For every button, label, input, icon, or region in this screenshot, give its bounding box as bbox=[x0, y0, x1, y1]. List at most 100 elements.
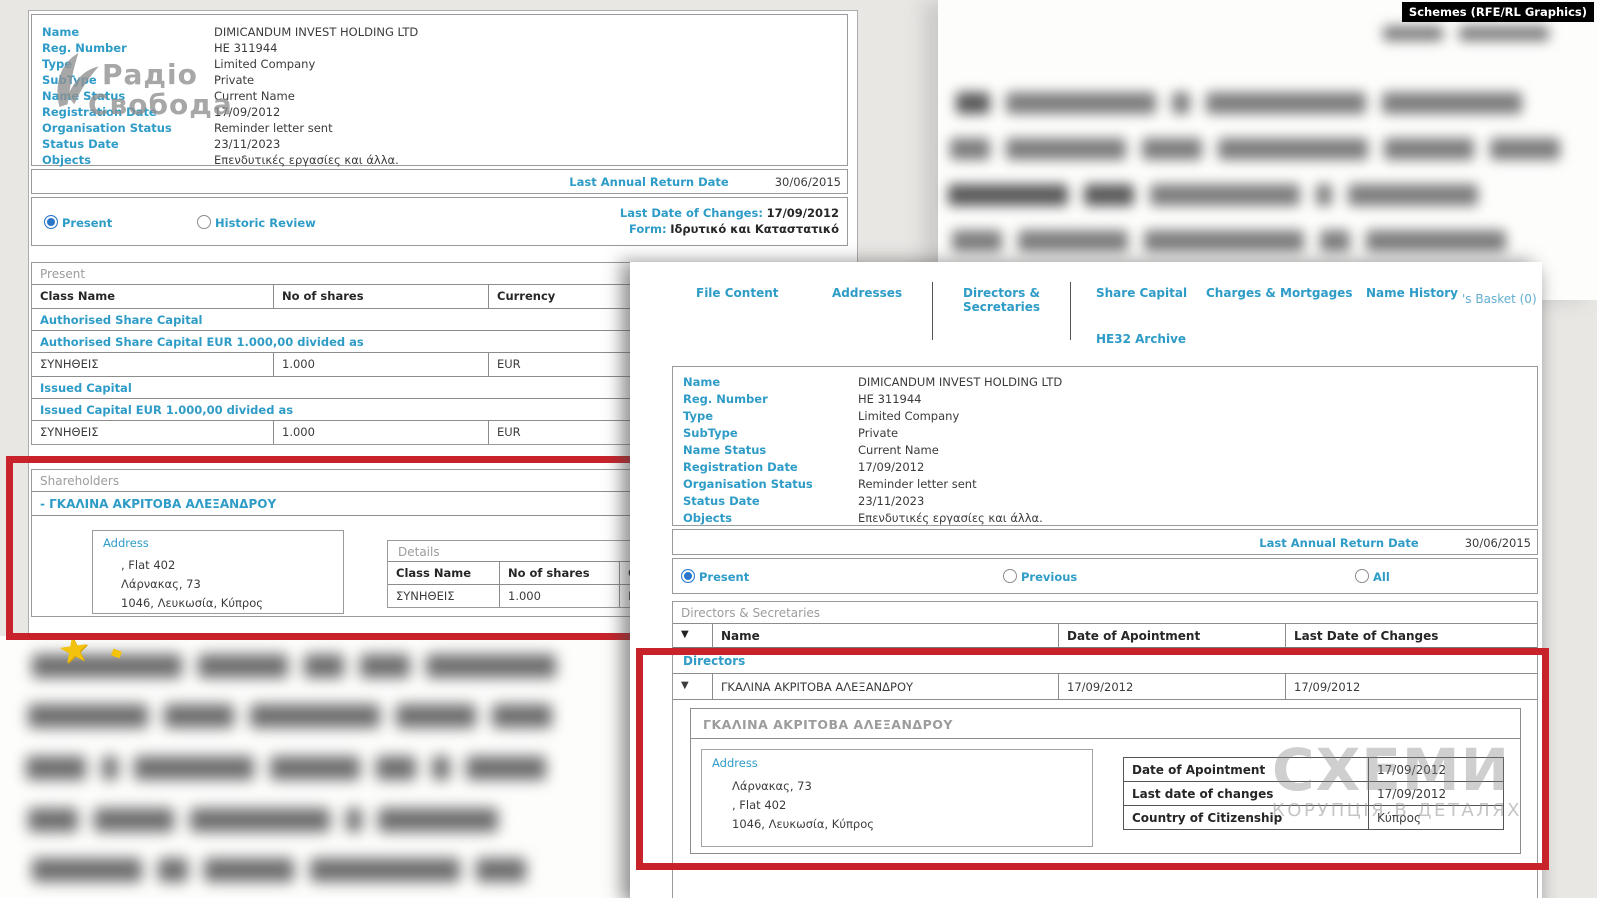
cell-currency: EUR bbox=[497, 357, 521, 371]
field-value: HE 311944 bbox=[858, 392, 922, 406]
detail-label: Last date of changes bbox=[1124, 782, 1369, 805]
detail-row: Country of Citizenship Κύπρος bbox=[1124, 805, 1503, 829]
form-value: Ιδρυτικό και Καταστατικό bbox=[670, 222, 839, 236]
field-row: Registration Date 17/09/2012 bbox=[32, 104, 847, 120]
tab-charges-mortgages[interactable]: Charges & Mortgages bbox=[1206, 286, 1353, 300]
field-value: Current Name bbox=[214, 89, 295, 103]
address-legend: Address bbox=[712, 756, 758, 770]
radio-present[interactable]: Present bbox=[681, 569, 749, 584]
col-header-date-of-apointment: Date of Apointment bbox=[1059, 624, 1286, 647]
tab-directors-secretaries[interactable]: Directors & Secretaries bbox=[962, 286, 1041, 314]
field-row: Organisation Status Reminder letter sent bbox=[673, 476, 1537, 493]
radio-historic-review[interactable]: Historic Review bbox=[197, 215, 316, 230]
field-label: Reg. Number bbox=[683, 392, 768, 406]
registry-document-left: Name DIMICANDUM INVEST HOLDING LTD Reg. N… bbox=[28, 10, 858, 636]
field-row: Objects Επενδυτικές εργασίες και άλλα. bbox=[32, 152, 847, 168]
tab-name-history[interactable]: Name History bbox=[1366, 286, 1458, 300]
group-label-directors: Directors bbox=[673, 648, 1537, 674]
field-label: Objects bbox=[683, 511, 732, 525]
field-label: Objects bbox=[42, 153, 91, 167]
radio-present-control[interactable] bbox=[44, 215, 58, 229]
field-row: Organisation Status Reminder letter sent bbox=[32, 120, 847, 136]
tab-share-capital[interactable]: Share Capital bbox=[1096, 286, 1188, 300]
field-row: SubType Private bbox=[673, 425, 1537, 442]
detail-label: Country of Citizenship bbox=[1124, 806, 1369, 829]
table-row: ΣΥΝΗΘΕΙΣ 1.000 EUR bbox=[32, 420, 847, 444]
field-value: 23/11/2023 bbox=[858, 494, 925, 508]
expand-all-arrow-icon[interactable]: ▼ bbox=[673, 624, 713, 647]
section-label: Authorised Share Capital bbox=[40, 313, 203, 327]
annual-return-row: Last Annual Return Date 30/06/2015 bbox=[31, 169, 848, 194]
field-value: 17/09/2012 bbox=[858, 460, 925, 474]
director-detail-table: Date of Apointment 17/09/2012 Last date … bbox=[1123, 757, 1504, 830]
radio-svoboda-watermark: Радіо Свобода bbox=[46, 46, 276, 126]
radio-previous[interactable]: Previous bbox=[1003, 569, 1077, 584]
view-selector-row: Present Historic Review Last Date of Cha… bbox=[31, 197, 848, 246]
field-row: Objects Επενδυτικές εργασίες και άλλα. bbox=[673, 510, 1537, 527]
radio-present-label: Present bbox=[699, 570, 750, 584]
field-value: Επενδυτικές εργασίες και άλλα. bbox=[858, 511, 1043, 525]
field-label: Type bbox=[683, 409, 714, 423]
field-value: Reminder letter sent bbox=[858, 477, 977, 491]
director-detail-panel: ΓΚΑΛΙΝΑ ΑΚΡΙΤΟΒΑ ΑΛΕΞΑΝΔΡΟΥ Address Λάρν… bbox=[690, 708, 1521, 854]
shareholder-address-box: Address , Flat 402 Λάρνακας, 73 1046, Λε… bbox=[92, 530, 344, 614]
detail-label: Date of Apointment bbox=[1124, 758, 1369, 781]
cell-currency: EUR bbox=[497, 425, 521, 439]
tab-he32-archive[interactable]: HE32 Archive bbox=[1096, 332, 1187, 346]
address-line: 1046, Λευκωσία, Κύπρος bbox=[121, 596, 263, 610]
col-header: No of shares bbox=[500, 562, 620, 584]
section-label: Authorised Share Capital EUR 1.000,00 di… bbox=[40, 335, 364, 349]
background-document-blurred bbox=[0, 636, 656, 898]
field-row: Registration Date 17/09/2012 bbox=[673, 459, 1537, 476]
address-line: 1046, Λευκωσία, Κύπρος bbox=[732, 817, 874, 831]
field-value: HE 311944 bbox=[214, 41, 278, 55]
background-document-blurred bbox=[938, 0, 1597, 300]
details-legend: Details bbox=[398, 545, 440, 559]
form-label: Form: bbox=[629, 222, 667, 236]
field-label: Organisation Status bbox=[42, 121, 172, 135]
field-label: Status Date bbox=[42, 137, 119, 151]
radio-svoboda-bird-icon bbox=[57, 53, 99, 107]
graphics-credit-badge: Schemes (RFE/RL Graphics) bbox=[1401, 2, 1594, 22]
field-row: Name Status Current Name bbox=[673, 442, 1537, 459]
field-row: Type Limited Company bbox=[673, 408, 1537, 425]
address-line: , Flat 402 bbox=[121, 558, 176, 572]
field-value: Current Name bbox=[858, 443, 939, 457]
field-label: Name bbox=[42, 25, 80, 39]
radio-all[interactable]: All bbox=[1355, 569, 1390, 584]
field-value: DIMICANDUM INVEST HOLDING LTD bbox=[214, 25, 419, 39]
tab-file-content[interactable]: File Content bbox=[696, 286, 779, 300]
detail-value: Κύπρος bbox=[1377, 811, 1422, 825]
tab-directors-secretaries-selected: Directors & Secretaries bbox=[932, 282, 1071, 340]
watermark-text: Радіо bbox=[102, 58, 198, 91]
radio-present-control[interactable] bbox=[681, 569, 695, 583]
detail-row: Date of Apointment 17/09/2012 bbox=[1124, 758, 1503, 781]
field-value: Private bbox=[214, 73, 255, 87]
field-row: Status Date 23/11/2023 bbox=[32, 136, 847, 152]
blurred-text-line bbox=[950, 138, 1560, 160]
radio-present[interactable]: Present bbox=[44, 215, 112, 230]
director-address-box: Address Λάρνακας, 73 , Flat 402 1046, Λε… bbox=[701, 749, 1093, 847]
blurred-text-line bbox=[952, 230, 1506, 252]
tab-addresses[interactable]: Addresses bbox=[832, 286, 903, 300]
field-value: 17/09/2012 bbox=[214, 105, 281, 119]
field-value: Reminder letter sent bbox=[214, 121, 333, 135]
field-label: Registration Date bbox=[42, 105, 157, 119]
radio-all-control[interactable] bbox=[1355, 569, 1369, 583]
field-value: Private bbox=[858, 426, 899, 440]
radio-previous-control[interactable] bbox=[1003, 569, 1017, 583]
table-header-row: Class Name No of shares Currency bbox=[32, 285, 847, 308]
director-name: ΓΚΑΛΙΝΑ ΑΚΡΙΤΟΒΑ ΑΛΕΞΑΝΔΡΟΥ bbox=[713, 674, 1059, 699]
field-label: Reg. Number bbox=[42, 41, 127, 55]
expand-row-arrow-icon[interactable]: ▼ bbox=[673, 674, 713, 699]
radio-historic-control[interactable] bbox=[197, 215, 211, 229]
blurred-text-line bbox=[26, 756, 546, 780]
radio-present-label: Present bbox=[62, 216, 113, 230]
basket-link[interactable]: 's Basket (0) bbox=[1462, 292, 1537, 306]
table-row: ΣΥΝΗΘΕΙΣ 1.000 EUR bbox=[32, 352, 847, 376]
blurred-text-line bbox=[1383, 26, 1549, 41]
registry-document-right: File Content Addresses Directors & Secre… bbox=[630, 262, 1542, 898]
field-label: SubType bbox=[683, 426, 738, 440]
field-row: Name DIMICANDUM INVEST HOLDING LTD bbox=[673, 374, 1537, 391]
